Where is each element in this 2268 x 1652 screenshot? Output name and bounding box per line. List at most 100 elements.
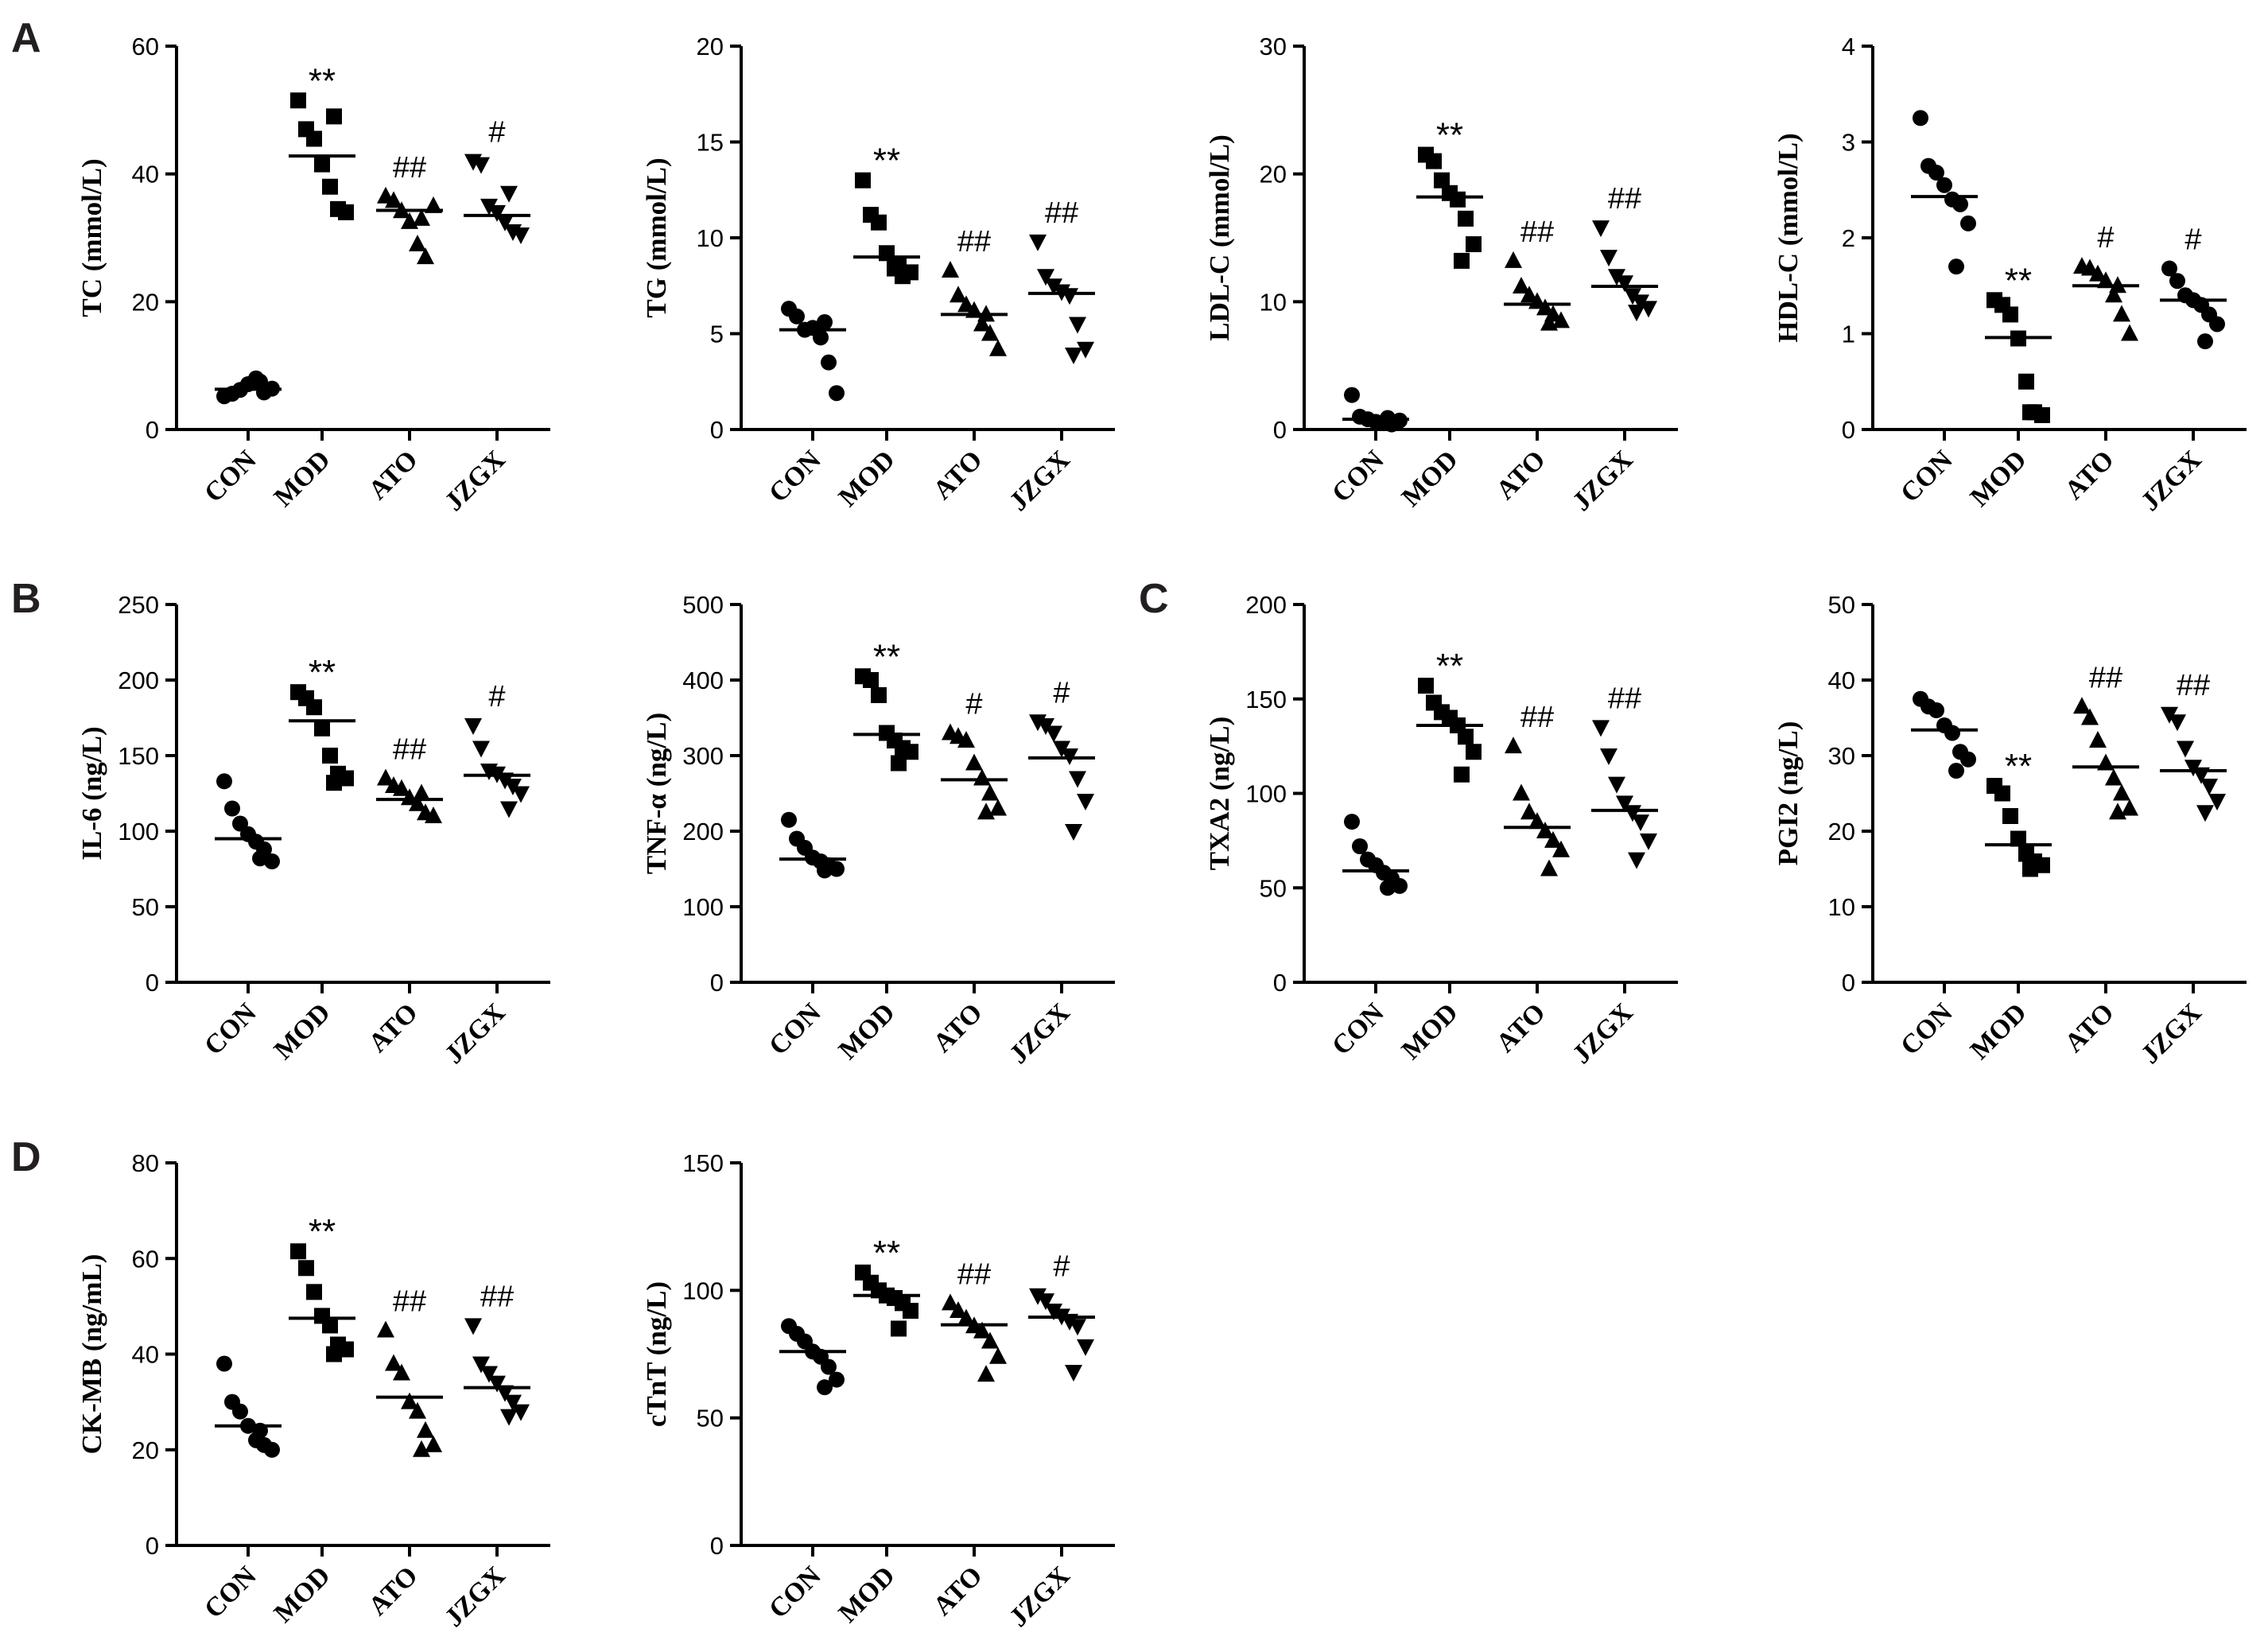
y-axis-label: CK-MB (ng/mL) xyxy=(76,1254,107,1455)
data-point-ato xyxy=(1544,830,1562,848)
data-point-ato xyxy=(417,1421,434,1438)
x-tick-label: MOD xyxy=(1965,997,2033,1065)
data-point-mod xyxy=(891,755,907,772)
data-point-mod xyxy=(314,720,330,737)
data-point-ato xyxy=(1520,803,1538,820)
data-point-jzgx xyxy=(472,740,490,758)
data-point-con xyxy=(1952,196,1968,212)
y-tick-label: 30 xyxy=(1828,742,1855,770)
data-point-con xyxy=(1960,215,1976,231)
data-point-ato xyxy=(385,1354,402,1371)
data-point-ato xyxy=(989,339,1007,356)
x-tick-label: MOD xyxy=(1396,997,1464,1065)
data-point-ato xyxy=(950,1300,967,1318)
data-point-jzgx xyxy=(480,198,498,216)
data-point-jzgx xyxy=(512,1404,530,1421)
significance-label: ** xyxy=(1436,647,1463,686)
data-point-mod xyxy=(2002,306,2018,323)
data-point-jzgx xyxy=(2209,316,2225,332)
y-tick-label: 3 xyxy=(1842,129,1855,157)
data-point-jzgx xyxy=(1600,748,1618,765)
x-tick-label: CON xyxy=(763,445,827,508)
x-tick-label: JZGX xyxy=(1567,445,1639,517)
data-point-con xyxy=(1352,838,1368,854)
data-point-ato xyxy=(2105,768,2122,786)
y-tick-label: 100 xyxy=(118,818,159,845)
data-point-ato xyxy=(413,208,430,226)
data-point-jzgx xyxy=(1608,776,1625,794)
data-point-mod xyxy=(855,172,871,189)
data-point-con xyxy=(1344,814,1360,830)
x-tick-label: JZGX xyxy=(1004,997,1076,1070)
data-point-mod xyxy=(1458,210,1474,227)
data-point-mod xyxy=(322,748,338,764)
y-tick-label: 10 xyxy=(1260,288,1287,316)
data-point-jzgx xyxy=(1045,278,1062,296)
data-point-ato xyxy=(965,753,983,771)
data-point-con xyxy=(264,1441,280,1458)
data-point-ato xyxy=(413,1440,430,1457)
x-tick-label: ATO xyxy=(928,997,988,1058)
significance-label: ## xyxy=(393,733,426,767)
y-tick-label: 15 xyxy=(697,129,724,157)
y-tick-label: 5 xyxy=(710,321,724,348)
data-point-jzgx xyxy=(1592,220,1610,238)
data-point-jzgx xyxy=(500,1409,518,1426)
data-point-ato xyxy=(973,768,991,786)
data-point-ato xyxy=(2113,783,2130,801)
data-point-con xyxy=(1936,177,1952,193)
y-tick-label: 20 xyxy=(132,288,159,316)
data-point-ato xyxy=(2081,258,2099,276)
data-point-jzgx xyxy=(1616,795,1633,813)
data-point-ato xyxy=(2121,799,2138,816)
y-tick-label: 100 xyxy=(682,1277,724,1304)
data-point-mod xyxy=(891,1320,907,1337)
data-point-jzgx xyxy=(1065,824,1082,841)
data-point-ato xyxy=(1540,859,1558,877)
significance-label: ## xyxy=(393,151,426,185)
data-point-ato xyxy=(977,1365,995,1382)
data-point-mod xyxy=(338,204,354,220)
x-tick-label: ATO xyxy=(1491,997,1551,1058)
data-point-con xyxy=(232,1403,248,1420)
y-tick-label: 0 xyxy=(710,1532,724,1560)
data-point-jzgx xyxy=(464,1318,482,1335)
data-point-jzgx xyxy=(1037,269,1054,286)
data-point-con xyxy=(252,373,268,390)
y-tick-label: 500 xyxy=(682,591,724,619)
data-point-mod xyxy=(322,178,338,195)
y-tick-label: 20 xyxy=(697,33,724,60)
x-tick-label: CON xyxy=(1326,445,1390,508)
data-point-ato xyxy=(401,1392,418,1409)
data-point-jzgx xyxy=(2196,805,2214,822)
data-point-mod xyxy=(1434,172,1450,189)
data-point-mod xyxy=(2002,808,2018,824)
data-point-jzgx xyxy=(1592,720,1610,737)
y-tick-label: 150 xyxy=(1245,686,1287,713)
significance-label: # xyxy=(965,688,982,721)
x-tick-label: JZGX xyxy=(439,445,511,517)
data-point-jzgx xyxy=(1077,794,1094,810)
data-point-con xyxy=(813,329,829,346)
y-axis-label: TG (mmol/L) xyxy=(641,157,672,317)
data-point-jzgx xyxy=(1640,833,1657,850)
data-point-ato xyxy=(950,286,967,303)
significance-label: ** xyxy=(309,61,336,100)
plot-7: 0 10 20 30 40 50 PGI2 (ng/L) CON MOD ATO JZGX ** ## #… xyxy=(1773,591,2247,1070)
data-point-con xyxy=(1948,763,1964,779)
y-tick-label: 0 xyxy=(710,416,724,444)
y-tick-label: 60 xyxy=(132,33,159,60)
data-point-con xyxy=(1913,110,1928,126)
data-point-jzgx xyxy=(1069,771,1086,788)
data-point-mod xyxy=(326,775,342,791)
data-point-ato xyxy=(2081,708,2099,725)
y-tick-label: 0 xyxy=(146,969,159,997)
data-point-ato xyxy=(2089,264,2107,282)
data-point-ato xyxy=(942,260,959,278)
data-point-jzgx xyxy=(1616,275,1633,293)
data-point-con xyxy=(252,850,268,867)
significance-label: ## xyxy=(1045,196,1078,230)
data-point-ato xyxy=(942,1293,959,1311)
data-point-ato xyxy=(1536,822,1554,838)
plot-5: 0 100 200 300 400 500 TNF-α (ng/L) CON MOD ATO JZG… xyxy=(641,591,1115,1070)
